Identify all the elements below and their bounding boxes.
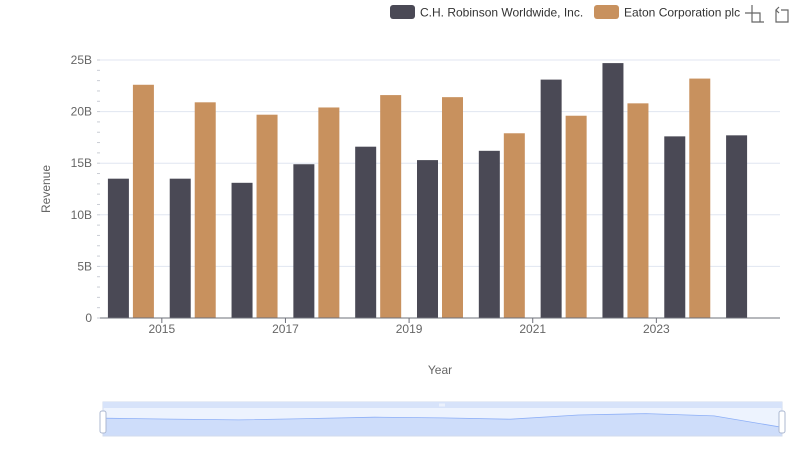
bar-ch-robinson-2021[interactable] bbox=[540, 79, 562, 318]
y-tick-label: 10B bbox=[71, 208, 92, 222]
bar-ch-robinson-2015[interactable] bbox=[169, 178, 191, 318]
legend-swatch bbox=[390, 5, 415, 19]
bar-eaton-2015[interactable] bbox=[194, 102, 216, 318]
bar-ch-robinson-2019[interactable] bbox=[417, 160, 438, 318]
bar-eaton-2021[interactable] bbox=[565, 115, 587, 318]
x-tick-label: 2023 bbox=[643, 322, 670, 336]
y-tick-label: 5B bbox=[77, 259, 92, 273]
bars bbox=[107, 63, 748, 319]
x-tick-label: 2021 bbox=[519, 322, 546, 336]
zoom-icon[interactable] bbox=[745, 5, 764, 23]
legend-item-series-0[interactable]: C.H. Robinson Worldwide, Inc. bbox=[390, 5, 583, 20]
x-axis: 2015 2017 2019 2021 2023 bbox=[100, 317, 780, 336]
data-zoom-preview-area bbox=[103, 413, 782, 436]
y-axis-title: Revenue bbox=[39, 165, 53, 213]
bar-eaton-2014[interactable] bbox=[132, 84, 154, 318]
bar-ch-robinson-2018[interactable] bbox=[355, 146, 377, 318]
legend-item-series-1[interactable]: Eaton Corporation plc bbox=[594, 5, 740, 20]
bar-eaton-2018[interactable] bbox=[380, 95, 402, 318]
x-tick-label: 2017 bbox=[272, 322, 299, 336]
x-axis-title: Year bbox=[428, 363, 452, 377]
bar-ch-robinson-2016[interactable] bbox=[231, 182, 253, 318]
y-tick-label: 15B bbox=[71, 156, 92, 170]
bar-ch-robinson-2022[interactable] bbox=[602, 63, 624, 318]
legend-label: Eaton Corporation plc bbox=[624, 6, 740, 20]
data-zoom-grip-icon bbox=[439, 403, 445, 407]
bar-eaton-2016[interactable] bbox=[256, 114, 278, 318]
y-tick-label: 20B bbox=[71, 105, 92, 119]
bar-ch-robinson-2017[interactable] bbox=[293, 164, 315, 318]
legend-swatch bbox=[594, 5, 619, 19]
bar-eaton-2022[interactable] bbox=[627, 103, 649, 319]
data-zoom-slider[interactable] bbox=[99, 401, 786, 437]
data-zoom-preview-line bbox=[102, 413, 783, 428]
x-tick-label: 2015 bbox=[148, 322, 175, 336]
bar-eaton-2020[interactable] bbox=[503, 133, 525, 318]
data-zoom-handle-left[interactable] bbox=[99, 410, 107, 434]
bar-eaton-2017[interactable] bbox=[318, 107, 340, 318]
bar-eaton-2023[interactable] bbox=[689, 78, 711, 319]
bar-ch-robinson-2023[interactable] bbox=[664, 136, 686, 318]
data-zoom-handle-right[interactable] bbox=[778, 410, 786, 434]
bar-ch-robinson-2024[interactable] bbox=[726, 135, 748, 318]
bar-eaton-2019[interactable] bbox=[442, 97, 463, 318]
y-axis: 0 5B 10B 15B 20B 25B bbox=[71, 53, 100, 325]
restore-icon[interactable] bbox=[775, 6, 789, 23]
x-tick-label: 2019 bbox=[396, 322, 423, 336]
legend-label: C.H. Robinson Worldwide, Inc. bbox=[420, 6, 583, 20]
bar-ch-robinson-2020[interactable] bbox=[478, 150, 500, 318]
bar-ch-robinson-2014[interactable] bbox=[107, 178, 129, 318]
y-tick-label: 25B bbox=[71, 53, 92, 67]
legend[interactable]: C.H. Robinson Worldwide, Inc. Eaton Corp… bbox=[390, 5, 740, 20]
y-tick-label: 0 bbox=[85, 311, 92, 325]
